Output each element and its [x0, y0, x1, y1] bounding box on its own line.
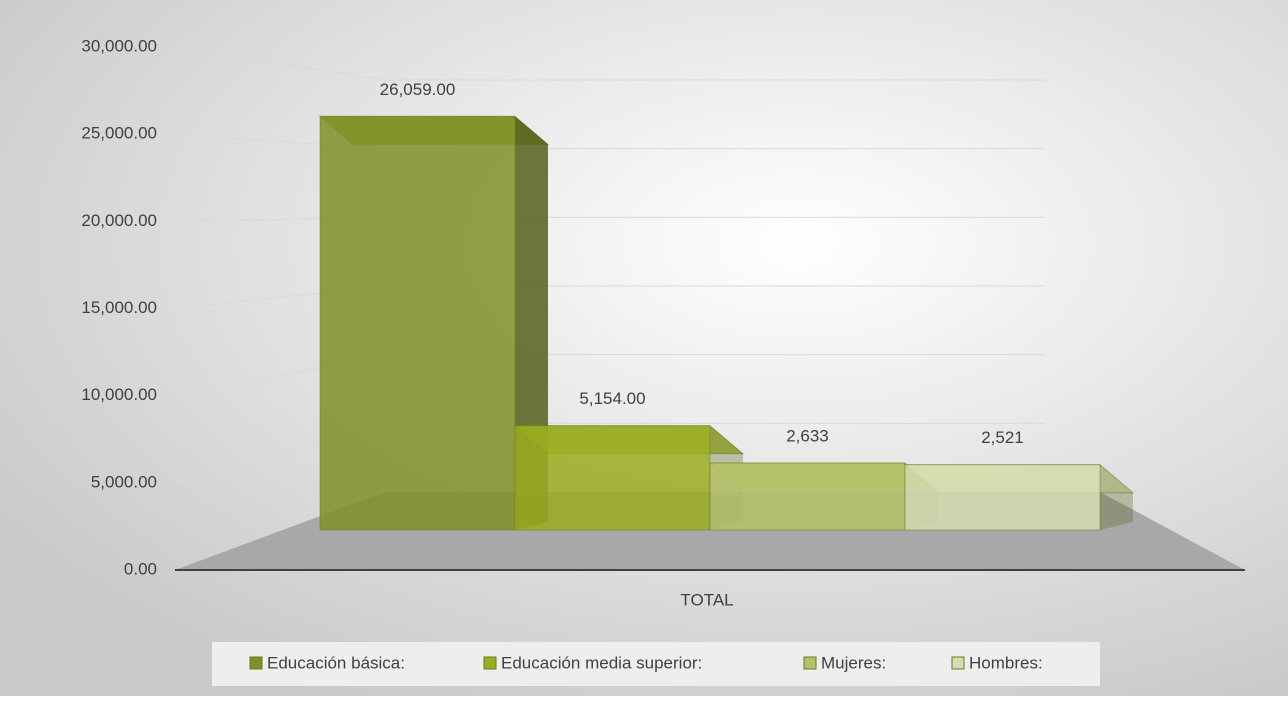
bar-side [1100, 464, 1133, 530]
bar [514, 425, 711, 531]
legend-label: Mujeres: [821, 653, 886, 672]
y-tick-label: 20,000.00 [81, 211, 157, 230]
legend-swatch [803, 656, 817, 670]
legend-label: Educación media superior: [501, 653, 702, 672]
data-label: 2,521 [981, 428, 1024, 447]
data-label: 26,059.00 [380, 80, 456, 99]
y-tick-label: 0.00 [124, 559, 157, 578]
y-tick-label: 10,000.00 [81, 385, 157, 404]
grid-line [174, 46, 1045, 81]
y-tick-label: 5,000.00 [91, 472, 157, 491]
y-tick-label: 25,000.00 [81, 124, 157, 143]
legend-label: Hombres: [969, 653, 1043, 672]
legend-swatch [483, 656, 497, 670]
legend-swatch [951, 656, 965, 670]
legend-swatch [249, 656, 263, 670]
data-label: 5,154.00 [579, 389, 645, 408]
bar [904, 464, 1101, 531]
data-label: 2,633 [786, 427, 829, 446]
x-tick-label: TOTAL [680, 590, 733, 609]
bar [319, 115, 516, 531]
legend-label: Educación básica: [267, 653, 405, 672]
y-tick-label: 15,000.00 [81, 298, 157, 317]
bar [709, 462, 906, 531]
y-tick-label: 30,000.00 [81, 36, 157, 55]
